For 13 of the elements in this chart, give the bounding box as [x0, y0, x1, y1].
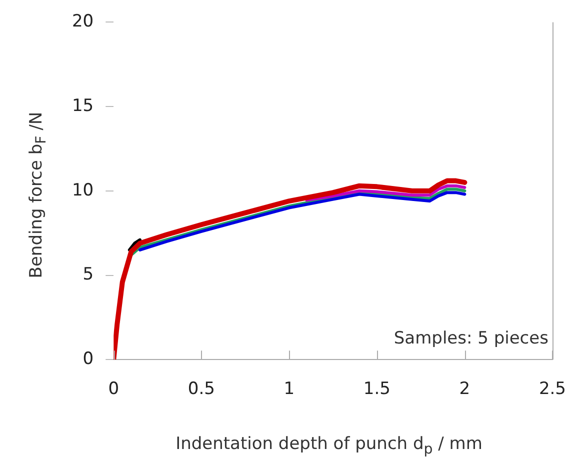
- annotation: Samples: 5 pieces: [394, 328, 549, 349]
- y-tick-label: 20: [72, 12, 94, 32]
- x-tick-label: 0.5: [188, 379, 215, 400]
- x-tick-label: 1: [284, 379, 295, 400]
- y-tick-label: 0: [82, 349, 94, 370]
- y-tick-label: 10: [72, 180, 94, 200]
- x-tick-label: 2.5: [538, 379, 566, 400]
- y-tick-label: 5: [82, 264, 94, 285]
- x-tick-label: 1.5: [363, 379, 390, 400]
- x-tick-label: 2: [459, 379, 470, 400]
- x-axis-title: Indentation depth of punch d$_{p}$ / mm: [174, 434, 484, 458]
- y-tick-label: 15: [72, 96, 94, 116]
- x-tick-label: 0: [108, 379, 120, 400]
